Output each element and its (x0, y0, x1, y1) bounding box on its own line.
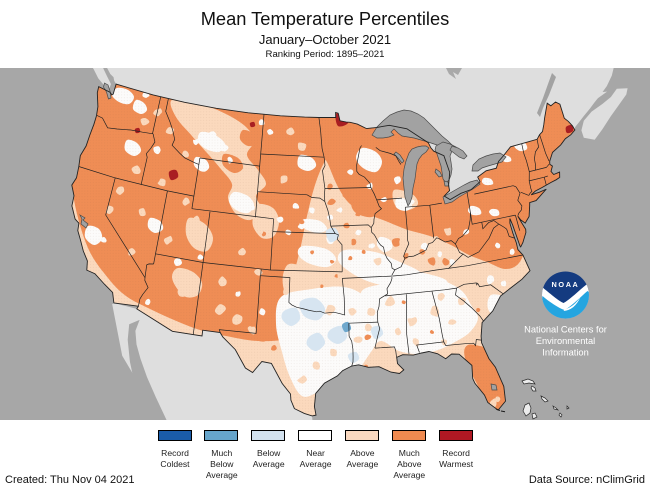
svg-text:Information: Information (542, 348, 589, 358)
svg-text:NOAA: NOAA (552, 280, 580, 289)
svg-text:Environmental: Environmental (536, 336, 595, 346)
svg-text:National Centers for: National Centers for (524, 325, 607, 335)
